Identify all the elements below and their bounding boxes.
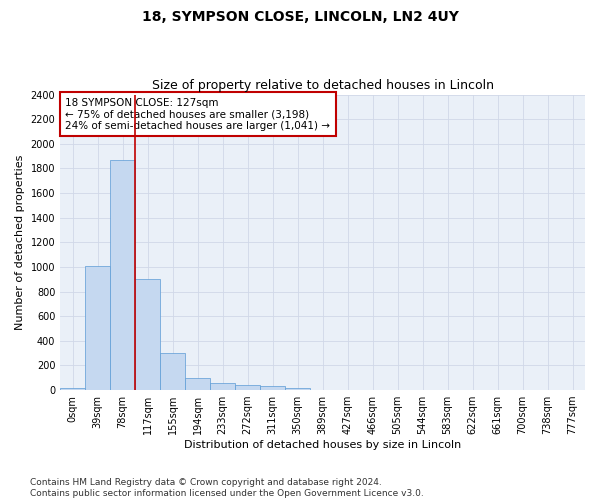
X-axis label: Distribution of detached houses by size in Lincoln: Distribution of detached houses by size …: [184, 440, 461, 450]
Bar: [60, 388, 85, 390]
Text: Contains HM Land Registry data © Crown copyright and database right 2024.
Contai: Contains HM Land Registry data © Crown c…: [30, 478, 424, 498]
Bar: [210, 384, 235, 390]
Bar: [285, 388, 310, 390]
Y-axis label: Number of detached properties: Number of detached properties: [15, 154, 25, 330]
Bar: [260, 386, 285, 390]
Bar: [85, 266, 110, 390]
Bar: [160, 352, 185, 390]
Title: Size of property relative to detached houses in Lincoln: Size of property relative to detached ho…: [152, 79, 494, 92]
Bar: [135, 280, 160, 390]
Bar: [110, 160, 135, 390]
Text: 18 SYMPSON CLOSE: 127sqm
← 75% of detached houses are smaller (3,198)
24% of sem: 18 SYMPSON CLOSE: 127sqm ← 75% of detach…: [65, 98, 331, 130]
Bar: [235, 384, 260, 390]
Bar: [185, 378, 210, 390]
Text: 18, SYMPSON CLOSE, LINCOLN, LN2 4UY: 18, SYMPSON CLOSE, LINCOLN, LN2 4UY: [142, 10, 458, 24]
